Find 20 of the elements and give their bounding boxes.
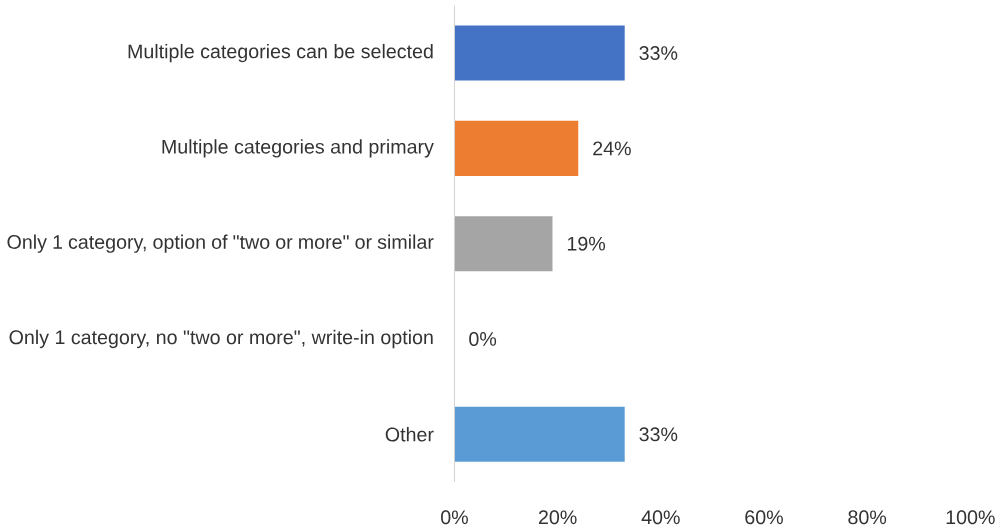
data-label: 33% xyxy=(639,46,678,61)
bar xyxy=(454,25,625,81)
x-tick-label: 60% xyxy=(745,510,783,525)
y-tick-label: Only 1 category, no "two or more", write-in option xyxy=(9,329,433,349)
data-label: 0% xyxy=(469,332,497,347)
x-tick-label: 100% xyxy=(946,510,995,525)
x-tick-label: 20% xyxy=(538,510,577,525)
x-tick-label: 80% xyxy=(848,510,887,525)
x-tick-label: 0% xyxy=(441,510,468,525)
bar xyxy=(454,216,553,272)
bar xyxy=(454,120,579,176)
y-tick-label: Multiple categories and primary xyxy=(162,139,434,158)
y-tick-label: Only 1 category, option of "two or more" or similar xyxy=(7,234,434,253)
x-tick-label: 40% xyxy=(641,510,680,525)
y-tick-label: Other xyxy=(385,427,434,442)
y-tick-label: Multiple categories can be selected xyxy=(128,44,433,63)
data-label: 33% xyxy=(639,427,678,442)
data-label: 24% xyxy=(593,141,631,156)
data-label: 19% xyxy=(567,236,606,251)
bar xyxy=(454,406,625,462)
